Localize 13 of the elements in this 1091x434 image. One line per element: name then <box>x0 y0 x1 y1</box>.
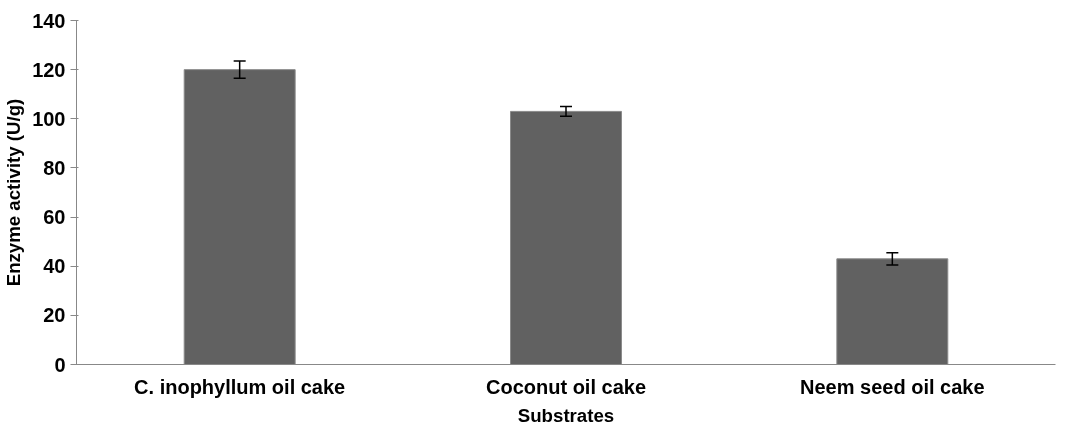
x-axis-title: Substrates <box>517 404 615 426</box>
y-tick-label: 20 <box>43 304 66 327</box>
y-tick-label: 40 <box>43 255 66 278</box>
y-tick-label: 100 <box>32 107 66 130</box>
y-tick-label: 140 <box>32 9 66 32</box>
y-tick-label: 60 <box>43 206 66 229</box>
x-tick-label: Neem seed oil cake <box>800 375 985 398</box>
y-axis-title: Enzyme activity (U/g) <box>3 98 25 287</box>
x-tick-label: Coconut oil cake <box>485 375 647 398</box>
y-tick-label: 80 <box>43 156 66 179</box>
x-tick-label: C. inophyllum oil cake <box>134 375 346 398</box>
y-tick-label: 120 <box>32 58 66 81</box>
y-tick-label: 0 <box>54 353 66 376</box>
